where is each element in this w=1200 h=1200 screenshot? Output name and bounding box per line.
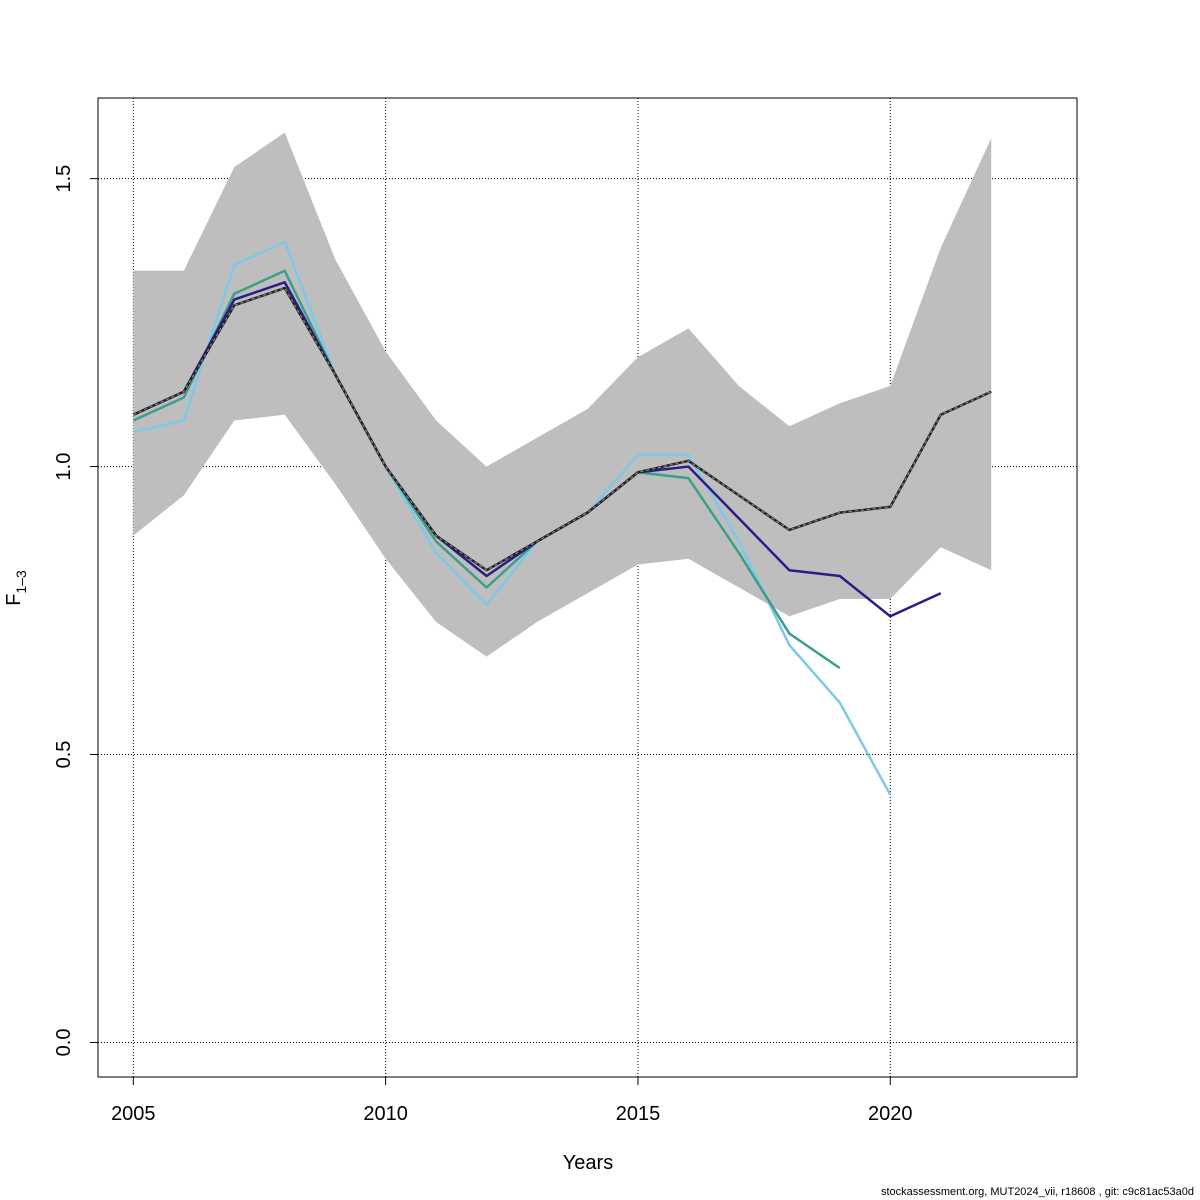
x-axis: 2005 2010 2015 2020 xyxy=(111,1077,913,1125)
x-tick-label-2015: 2015 xyxy=(616,1103,661,1125)
series-line-2 xyxy=(132,269,841,670)
y-axis-title-subscript: 1–3 xyxy=(13,570,29,594)
footer-source: stockassessment.org, MUT2024_vii, r18608… xyxy=(880,1186,1194,1198)
y-axis-title-main: F xyxy=(3,594,25,606)
confidence-band-layer xyxy=(133,132,992,657)
x-axis-title: Years xyxy=(563,1152,613,1174)
y-tick-label-1.0: 1.0 xyxy=(53,453,75,481)
x-tick-label-2020: 2020 xyxy=(868,1103,913,1125)
y-tick-label-0.5: 0.5 xyxy=(53,741,75,769)
series-lines xyxy=(132,240,992,796)
y-tick-label-0.0: 0.0 xyxy=(53,1029,75,1057)
confidence-band xyxy=(133,132,992,657)
y-axis-title: F1–3 xyxy=(3,570,29,606)
x-tick-label-2005: 2005 xyxy=(111,1103,156,1125)
series-line-4-dash xyxy=(133,287,992,571)
plot-frame xyxy=(97,97,1078,1078)
y-tick-label-1.5: 1.5 xyxy=(53,165,75,193)
x-tick-label-2010: 2010 xyxy=(363,1103,408,1125)
y-axis: 0.0 0.5 1.0 1.5 xyxy=(53,165,98,1057)
